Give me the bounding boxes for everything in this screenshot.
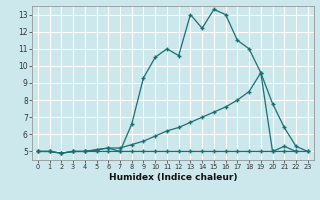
X-axis label: Humidex (Indice chaleur): Humidex (Indice chaleur)	[108, 173, 237, 182]
